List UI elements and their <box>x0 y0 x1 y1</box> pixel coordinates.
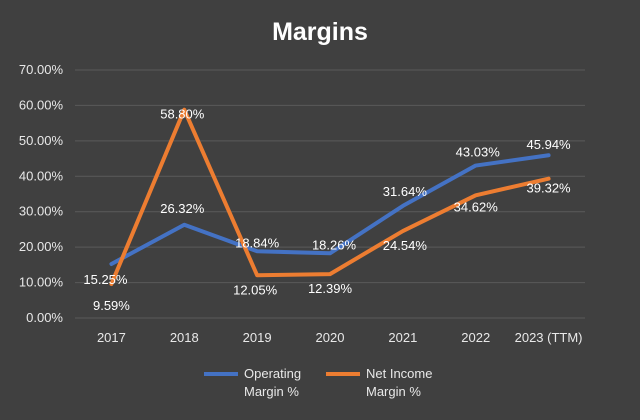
chart-title: Margins <box>272 18 368 46</box>
data-label: 39.32% <box>527 181 572 196</box>
data-label: 18.84% <box>235 235 280 250</box>
x-tick-label: 2017 <box>97 330 126 345</box>
y-tick-label: 10.00% <box>19 275 64 290</box>
data-label: 58.80% <box>160 107 205 122</box>
x-tick-label: 2020 <box>316 330 345 345</box>
data-label: 34.62% <box>454 199 499 214</box>
legend: Operating Margin % Net Income Margin % <box>204 366 432 399</box>
data-label: 15.25% <box>83 272 128 287</box>
y-tick-label: 0.00% <box>26 310 63 325</box>
series-line-1 <box>109 107 551 287</box>
legend-label: Margin % <box>366 384 421 399</box>
x-axis-ticks: 2017 2018 2019 2020 2021 2022 2023 (TTM) <box>97 330 583 345</box>
x-tick-label: 2021 <box>388 330 417 345</box>
y-tick-label: 50.00% <box>19 133 64 148</box>
x-tick-label: 2023 (TTM) <box>515 330 583 345</box>
data-label: 18.26% <box>312 237 357 252</box>
series-lines <box>109 107 551 287</box>
legend-label: Operating <box>244 366 301 381</box>
x-tick-label: 2019 <box>243 330 272 345</box>
y-tick-label: 20.00% <box>19 239 64 254</box>
x-tick-label: 2022 <box>461 330 490 345</box>
y-axis-ticks: 0.00% 10.00% 20.00% 30.00% 40.00% 50.00% 60.00… <box>19 62 64 325</box>
series-line-0 <box>109 153 551 266</box>
gridlines <box>75 69 585 319</box>
legend-label: Margin % <box>244 384 299 399</box>
data-label: 24.54% <box>383 238 428 253</box>
data-label: 31.64% <box>383 184 428 199</box>
y-tick-label: 40.00% <box>19 168 64 183</box>
y-tick-label: 30.00% <box>19 204 64 219</box>
data-label: 26.32% <box>160 201 205 216</box>
y-tick-label: 70.00% <box>19 62 64 77</box>
y-tick-label: 60.00% <box>19 97 64 112</box>
x-tick-label: 2018 <box>170 330 199 345</box>
data-label: 45.94% <box>527 137 572 152</box>
data-label: 9.59% <box>93 298 130 313</box>
data-label: 12.05% <box>233 282 278 297</box>
data-label: 12.39% <box>308 281 353 296</box>
data-label: 43.03% <box>456 145 501 160</box>
legend-label: Net Income <box>366 366 432 381</box>
data-labels: 15.25% 26.32% 18.84% 18.26% 31.64% 43.03% 45.9… <box>83 107 571 313</box>
